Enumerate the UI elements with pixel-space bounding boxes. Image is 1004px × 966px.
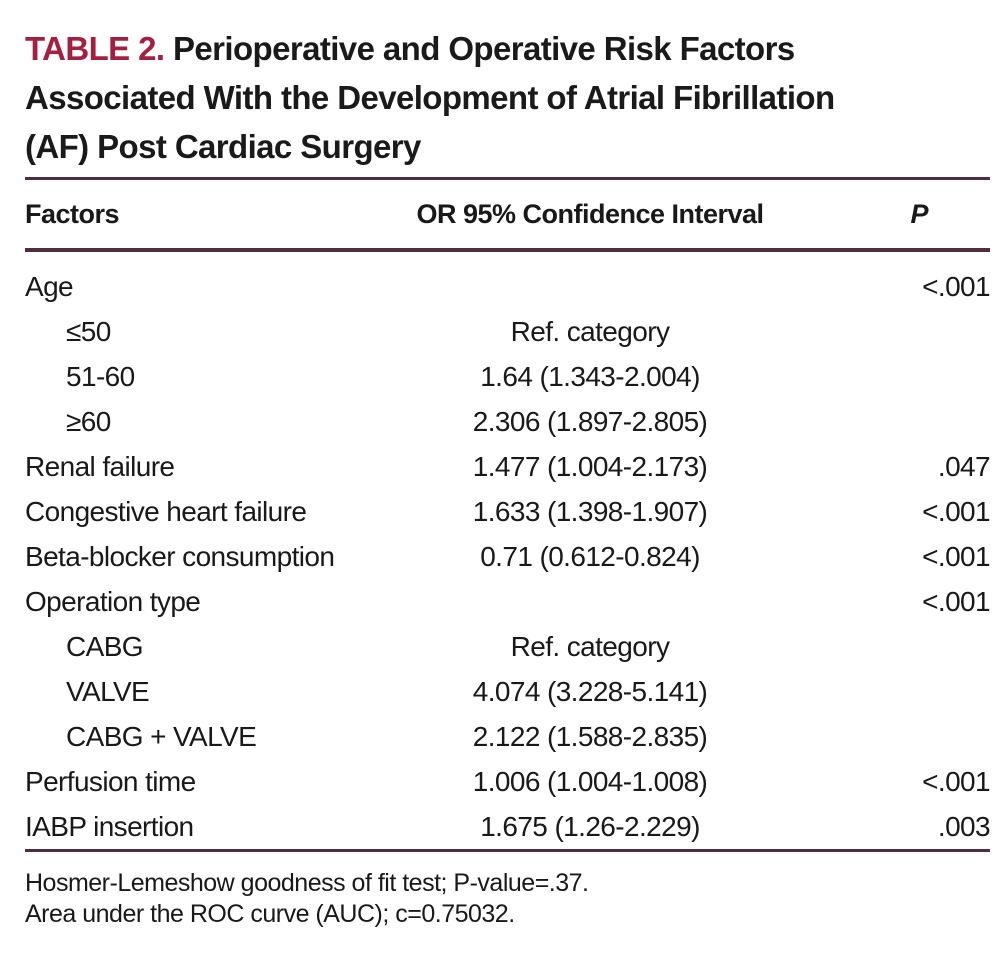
factor-cell: Age: [25, 271, 74, 302]
p-cell: [825, 309, 990, 354]
table-row: Operation type <.001: [25, 579, 991, 624]
p-cell: <.001: [922, 766, 990, 797]
p-cell: [825, 624, 990, 669]
table-title: TABLE 2. Perioperative and Operative Ris…: [25, 24, 990, 171]
p-cell: [825, 399, 990, 444]
table-row: Beta-blocker consumption 0.71 (0.612-0.8…: [25, 534, 991, 579]
factor-cell: 51-60: [66, 361, 135, 392]
bottom-rule: [25, 849, 990, 852]
header-rule: [25, 248, 990, 252]
table-header-row: Factors OR 95% Confidence Interval P: [25, 180, 990, 248]
ci-cell: 1.477 (1.004-2.173): [472, 451, 708, 482]
footnote-auc: Area under the ROC curve (AUC); c=0.7503…: [25, 900, 515, 928]
factor-cell: Congestive heart failure: [25, 496, 307, 527]
factor-cell: Beta-blocker consumption: [25, 541, 335, 572]
table-footnotes: Hosmer-Lemeshow goodness of fit test; P-…: [25, 852, 990, 930]
header-p-value: P: [910, 198, 928, 229]
ci-cell: 1.675 (1.26-2.229): [480, 811, 700, 842]
table-row: Renal failure 1.477 (1.004-2.173) .047: [25, 444, 991, 489]
table-row: CABG Ref. category: [25, 624, 990, 669]
p-cell: [825, 669, 990, 714]
ci-cell: 2.306 (1.897-2.805): [472, 406, 708, 437]
factor-cell: Perfusion time: [25, 766, 196, 797]
ci-cell: Ref. category: [510, 631, 670, 662]
header-factors: Factors: [25, 198, 120, 229]
header-confidence-interval: OR 95% Confidence Interval: [416, 198, 764, 229]
ci-cell: [355, 264, 825, 309]
ci-cell: 2.122 (1.588-2.835): [472, 721, 708, 752]
table-row: VALVE 4.074 (3.228-5.141): [25, 669, 990, 714]
p-cell: [825, 354, 990, 399]
ci-cell: 1.633 (1.398-1.907): [472, 496, 708, 527]
p-cell: <.001: [922, 586, 990, 617]
factor-cell: CABG: [66, 631, 144, 662]
p-cell: <.001: [922, 541, 990, 572]
factor-cell: ≥60: [66, 406, 111, 437]
factor-cell: ≤50: [66, 316, 111, 347]
factor-cell: CABG + VALVE: [66, 721, 257, 752]
table-title-line-2: Associated With the Development of Atria…: [25, 79, 835, 116]
footnote-hosmer-lemeshow: Hosmer-Lemeshow goodness of fit test; P-…: [25, 869, 589, 897]
table-row: Congestive heart failure 1.633 (1.398-1.…: [25, 489, 991, 534]
factor-cell: VALVE: [66, 676, 150, 707]
table-row: CABG + VALVE 2.122 (1.588-2.835): [25, 714, 990, 759]
ci-cell: [355, 579, 825, 624]
ci-cell: Ref. category: [510, 316, 670, 347]
table-row: Perfusion time 1.006 (1.004-1.008) <.001: [25, 759, 991, 804]
p-cell: <.001: [922, 496, 990, 527]
p-cell: .003: [937, 811, 991, 842]
p-cell: .047: [937, 451, 991, 482]
table-row: Age <.001: [25, 264, 991, 309]
table-figure: TABLE 2. Perioperative and Operative Ris…: [25, 24, 991, 930]
factor-cell: Renal failure: [25, 451, 175, 482]
p-cell: [825, 714, 990, 759]
table-number-label: TABLE 2.: [25, 30, 165, 67]
factor-cell: Operation type: [25, 586, 201, 617]
table-row: IABP insertion 1.675 (1.26-2.229) .003: [25, 804, 991, 849]
top-rule: [25, 177, 990, 180]
table-row: ≤50 Ref. category: [25, 309, 990, 354]
factor-cell: IABP insertion: [25, 811, 194, 842]
table-body: Age <.001 ≤50 Ref. category 51-60 1.64 (…: [25, 252, 991, 849]
table-title-line-3: (AF) Post Cardiac Surgery: [25, 128, 421, 165]
ci-cell: 1.64 (1.343-2.004): [480, 361, 700, 392]
table-title-line-1: Perioperative and Operative Risk Factors: [173, 30, 795, 67]
table-row: 51-60 1.64 (1.343-2.004): [25, 354, 990, 399]
p-cell: <.001: [922, 271, 990, 302]
ci-cell: 1.006 (1.004-1.008): [472, 766, 708, 797]
ci-cell: 4.074 (3.228-5.141): [472, 676, 708, 707]
table-row: ≥60 2.306 (1.897-2.805): [25, 399, 990, 444]
ci-cell: 0.71 (0.612-0.824): [480, 541, 700, 572]
